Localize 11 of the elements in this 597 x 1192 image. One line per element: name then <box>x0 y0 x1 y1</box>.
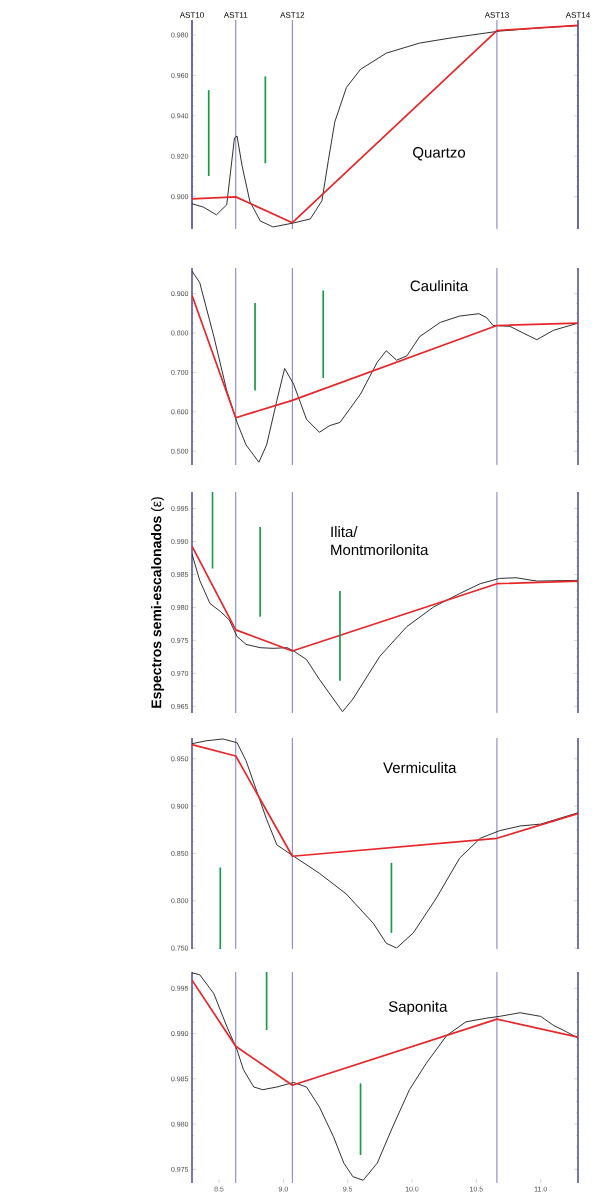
ref-line-label: AST12 <box>280 12 305 18</box>
text: Ilita/ Montmorilonita <box>331 526 429 556</box>
text: Quartzo <box>413 147 466 161</box>
ref-line-label: AST14 <box>565 12 590 18</box>
y-axis-title: Espectros semi-escalonados (ε) <box>151 497 165 708</box>
ref-line-label: AST10 <box>179 12 204 18</box>
text: Saponita <box>388 1000 448 1015</box>
text: Vermiculita <box>383 762 457 774</box>
ref-line-label: AST11 <box>223 12 248 18</box>
ref-line-label: AST13 <box>484 12 509 18</box>
text: Caulinita <box>410 280 469 292</box>
